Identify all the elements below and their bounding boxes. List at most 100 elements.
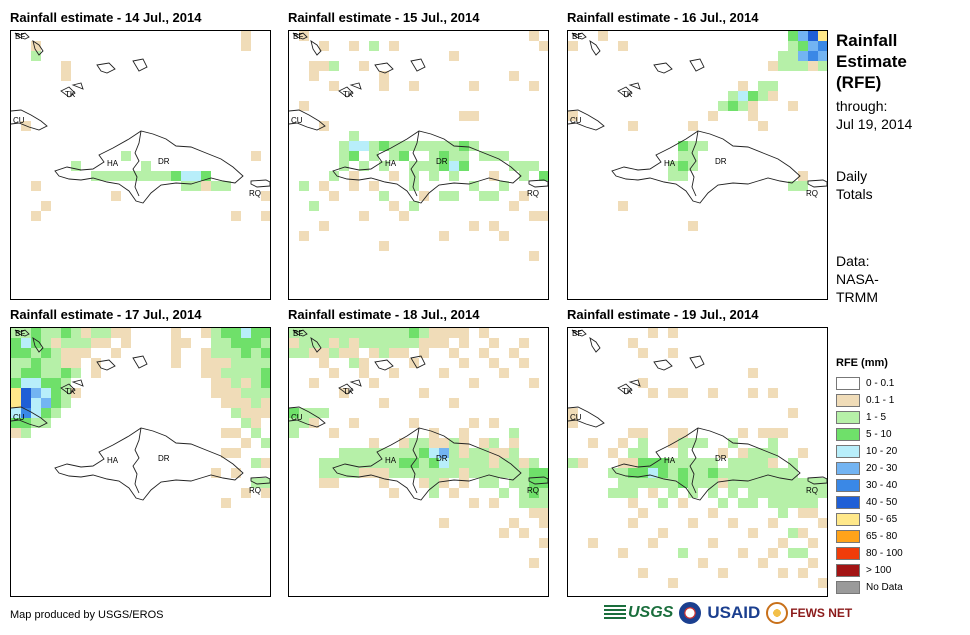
rainfall-cell [449, 458, 459, 468]
rainfall-cell [798, 51, 808, 61]
rainfall-cell [758, 81, 768, 91]
rainfall-cell [369, 41, 379, 51]
rainfall-cell [11, 338, 21, 348]
rainfall-cell [738, 468, 748, 478]
rainfall-cell [349, 458, 359, 468]
rainfall-cell [728, 478, 738, 488]
rainfall-cell [808, 488, 818, 498]
rainfall-cell [261, 358, 270, 368]
rainfall-cell [439, 161, 449, 171]
rainfall-cell [221, 338, 231, 348]
logos: USGS USAID FEWS NET [604, 602, 852, 624]
map-label-rq: RQ [806, 486, 818, 495]
data-source: Data: NASA- TRMM [836, 253, 879, 305]
coastline-pr [807, 179, 827, 188]
rainfall-cell [11, 358, 21, 368]
rainfall-cell [31, 388, 41, 398]
rainfall-cell [261, 458, 270, 468]
rainfall-cell [768, 488, 778, 498]
rainfall-cell [688, 458, 698, 468]
rainfall-cell [578, 458, 588, 468]
rainfall-cell [798, 478, 808, 488]
rainfall-cell [509, 478, 519, 488]
rainfall-cell [11, 378, 21, 388]
map-label-dr: DR [436, 454, 448, 463]
rainfall-cell [221, 181, 231, 191]
legend-label: 50 - 65 [866, 514, 898, 525]
rainfall-cell [818, 488, 827, 498]
rainfall-cell [608, 448, 618, 458]
rainfall-cell [309, 418, 319, 428]
rainfall-cell [61, 348, 71, 358]
rainfall-cell [539, 211, 548, 221]
rainfall-cell [768, 438, 778, 448]
rainfall-cell [668, 468, 678, 478]
rainfall-cell [309, 328, 319, 338]
rainfall-cell [439, 338, 449, 348]
rainfall-cell [369, 338, 379, 348]
rainfall-cell [768, 458, 778, 468]
rainfall-cell [21, 338, 31, 348]
rainfall-cell [449, 448, 459, 458]
rainfall-cell [379, 448, 389, 458]
rainfall-cell [568, 41, 578, 51]
rainfall-cell [359, 448, 369, 458]
rainfall-cell [489, 171, 499, 181]
rainfall-cell [261, 191, 270, 201]
rainfall-cell [11, 408, 21, 418]
rainfall-cell [698, 458, 708, 468]
rainfall-cell [598, 31, 608, 41]
rainfall-cell [111, 328, 121, 338]
rainfall-cell [211, 181, 221, 191]
rainfall-cell [349, 131, 359, 141]
rainfall-cell [748, 91, 758, 101]
rainfall-map: BF TK CU HA DR RQ [10, 30, 271, 300]
panel-title: Rainfall estimate - 18 Jul., 2014 [288, 307, 480, 322]
map-label-bf: BF [572, 32, 582, 41]
rainfall-cell [529, 508, 539, 518]
rainfall-cell [389, 328, 399, 338]
rainfall-cell [748, 368, 758, 378]
rainfall-cell [778, 538, 788, 548]
rainfall-cell [798, 181, 808, 191]
rainfall-cell [499, 181, 509, 191]
rainfall-cell [241, 328, 251, 338]
coastline-tci [60, 383, 76, 395]
rainfall-cell [419, 338, 429, 348]
rainfall-cell [51, 348, 61, 358]
rainfall-cell [211, 348, 221, 358]
coastline-tci2 [71, 379, 84, 387]
rainfall-cell [519, 498, 529, 508]
rainfall-cell [51, 408, 61, 418]
rainfall-cell [429, 151, 439, 161]
rainfall-cell [299, 348, 309, 358]
rainfall-cell [529, 468, 539, 478]
rainfall-cell [31, 358, 41, 368]
rainfall-cell [489, 478, 499, 488]
rainfall-cell [728, 468, 738, 478]
rainfall-cell [349, 181, 359, 191]
coastline-cuba [289, 406, 326, 428]
rainfall-cell [529, 81, 539, 91]
rainfall-cell [31, 328, 41, 338]
legend-label: 1 - 5 [866, 412, 887, 423]
coastline-bahamas4 [132, 58, 148, 72]
map-label-cu: CU [13, 413, 25, 422]
coastline-cuba [11, 109, 48, 131]
rainfall-cell [608, 468, 618, 478]
coastline-cuba [289, 109, 326, 131]
legend-swatch [836, 394, 860, 407]
coastline-bahamas3 [96, 62, 116, 74]
rainfall-cell [688, 518, 698, 528]
rainfall-cell [221, 428, 231, 438]
rainfall-cell [469, 458, 479, 468]
rainfall-cell [241, 408, 251, 418]
rainfall-cell [509, 161, 519, 171]
rainfall-cell [261, 368, 270, 378]
rainfall-cell [469, 141, 479, 151]
rainfall-cell [439, 518, 449, 528]
rainfall-cell [221, 388, 231, 398]
coastline-cuba [568, 406, 605, 428]
rainfall-cell [251, 408, 261, 418]
rainfall-cell [638, 448, 648, 458]
